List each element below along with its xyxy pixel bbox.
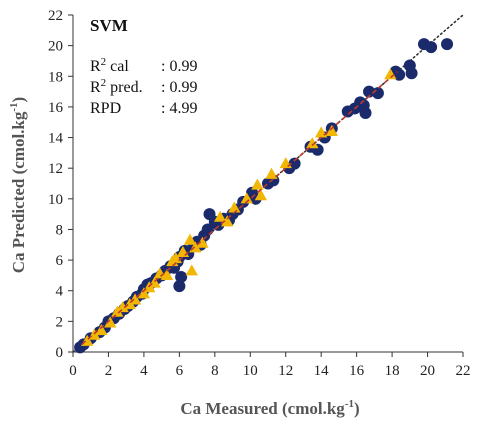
y-tick-label: 14	[48, 131, 64, 147]
prediction-point	[116, 301, 129, 313]
x-tick-label: 14	[314, 363, 330, 379]
prediction-point	[251, 178, 264, 190]
calibration-point	[405, 67, 418, 80]
stat-value: : 0.99	[161, 79, 197, 96]
calibration-point	[425, 41, 438, 54]
y-tick-label: 0	[56, 345, 64, 361]
x-tick-label: 0	[69, 363, 77, 379]
y-axis-title: Ca Predicted (cmol.kg-1)	[8, 97, 28, 273]
x-tick-label: 10	[243, 363, 258, 379]
prediction-point	[185, 264, 198, 276]
y-tick-label: 22	[48, 8, 63, 24]
x-tick-label: 2	[105, 363, 113, 379]
x-tick-label: 18	[385, 363, 400, 379]
calibration-point	[173, 280, 186, 293]
model-title: SVM	[90, 16, 128, 35]
data-points	[74, 38, 454, 354]
x-tick-label: 22	[456, 363, 471, 379]
y-tick-label: 18	[48, 69, 63, 85]
y-tick-label: 10	[48, 192, 63, 208]
calibration-point	[359, 107, 372, 120]
prediction-point	[221, 215, 234, 227]
x-tick-label: 12	[278, 363, 293, 379]
y-tick-label: 6	[56, 253, 64, 269]
x-tick-label: 20	[420, 363, 435, 379]
x-tick-label: 16	[349, 363, 365, 379]
prediction-point	[183, 233, 197, 245]
prediction-point	[254, 189, 268, 201]
stat-label: R2 cal	[90, 56, 129, 75]
x-axis-title: Ca Measured (cmol.kg-1)	[180, 398, 359, 418]
prediction-point	[213, 210, 227, 222]
stat-label: R2 pred.	[90, 77, 143, 96]
prediction-point	[153, 267, 167, 279]
prediction-point	[265, 167, 278, 179]
calibration-point	[363, 85, 376, 98]
y-tick-label: 8	[56, 222, 64, 238]
y-tick-label: 4	[56, 284, 64, 300]
prediction-point	[137, 287, 151, 299]
stats-block: R2 cal : 0.99 R2 pred. : 0.99 RPD : 4.99	[90, 56, 197, 117]
prediction-point	[306, 137, 319, 149]
y-tick-label: 12	[48, 161, 63, 177]
prediction-point	[95, 324, 108, 336]
prediction-point	[160, 268, 174, 280]
calibration-point	[175, 270, 188, 283]
fit-line	[81, 71, 398, 345]
x-tick-label: 8	[211, 363, 219, 379]
prediction-point	[196, 236, 209, 248]
stat-value: : 4.99	[161, 100, 197, 117]
calibration-point	[441, 38, 454, 51]
x-tick-label: 4	[140, 363, 148, 379]
calibration-point	[288, 157, 301, 170]
y-tick-label: 2	[56, 314, 64, 330]
prediction-point	[384, 68, 397, 80]
stat-label: RPD	[90, 100, 121, 117]
y-tick-label: 20	[48, 39, 63, 55]
prediction-point	[325, 124, 338, 136]
prediction-point	[228, 201, 241, 213]
axes: 0 2 4 6 8 10 12 14 16 18 20 22 0 2 4 6 8 10 12 14 16 18 20 22	[48, 8, 471, 379]
y-tick-label: 16	[48, 100, 64, 116]
prediction-point	[240, 192, 253, 204]
prediction-point	[104, 316, 117, 328]
x-tick-label: 6	[176, 363, 184, 379]
stat-value: : 0.99	[161, 58, 197, 75]
